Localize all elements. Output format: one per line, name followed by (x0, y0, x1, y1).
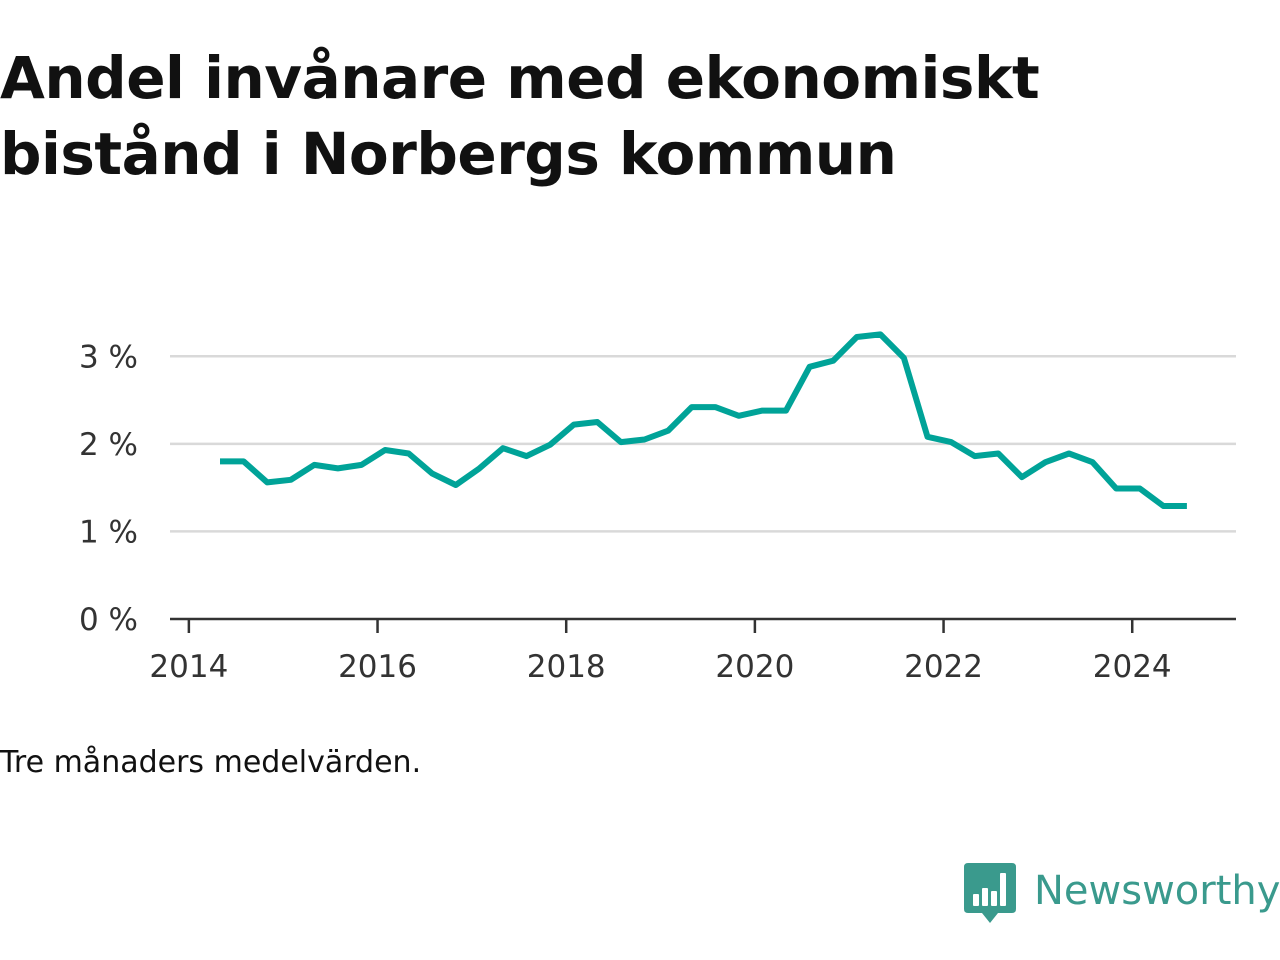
footnote: Tre månaders medelvärden. (0, 745, 422, 780)
series (220, 331, 1187, 509)
y-tick-label: 0 % (79, 602, 138, 638)
x-tick-label: 2020 (715, 649, 794, 685)
axes: 0 % 1 % 2 % 3 % 2014 2016 2018 2020 2022 2024 (79, 339, 1236, 685)
x-tick-label: 2018 (527, 649, 606, 685)
x-tick-label: 2014 (149, 649, 228, 685)
x-tick-label: 2022 (904, 649, 983, 685)
chart-title: Andel invånare med ekonomiskt bistånd i … (0, 44, 1040, 188)
series-line-0 (220, 331, 1187, 509)
brand-name: Newsworthy (1034, 868, 1280, 914)
newsworthy-logo-icon (964, 863, 1016, 923)
x-tick-label: 2016 (338, 649, 417, 685)
y-tick-label: 2 % (79, 427, 138, 463)
gridlines (170, 355, 1236, 533)
line-chart: 0 % 1 % 2 % 3 % 2014 2016 2018 2020 2022 2024 (79, 331, 1236, 685)
brand-logo[interactable]: Newsworthy (964, 862, 1280, 926)
x-tick-label: 2024 (1093, 649, 1172, 685)
y-tick-label: 1 % (79, 514, 138, 550)
y-tick-label: 3 % (79, 339, 138, 375)
